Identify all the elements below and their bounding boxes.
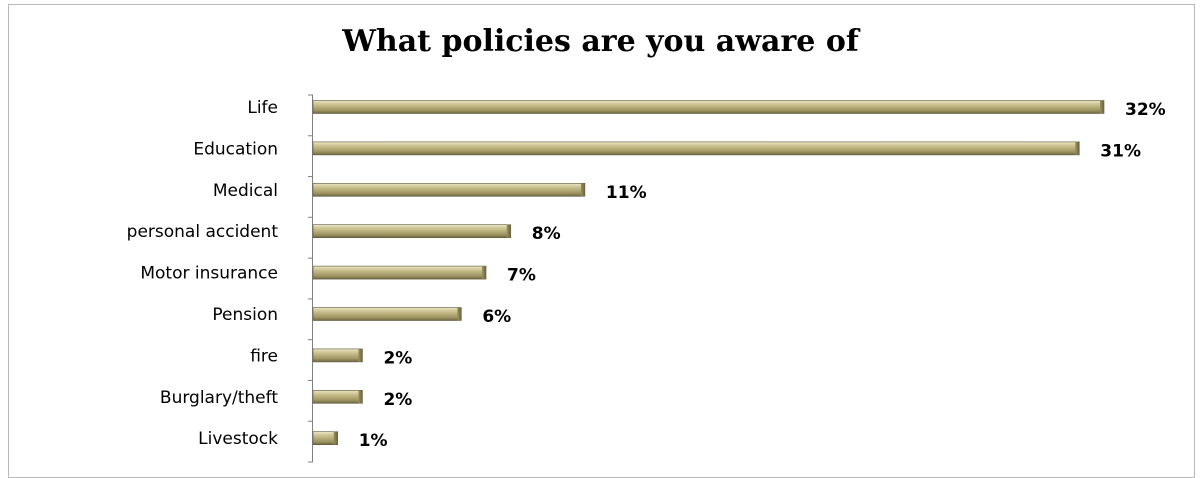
value-label: 2% xyxy=(383,390,412,410)
bar-burglary-theft xyxy=(312,389,363,404)
value-label: 6% xyxy=(482,307,511,327)
category-label: fire xyxy=(250,346,278,366)
category-label: Pension xyxy=(212,305,278,325)
bar-motor-insurance xyxy=(312,265,487,280)
chart-title: What policies are you aware of xyxy=(342,24,859,59)
bar-end-cap xyxy=(358,348,363,362)
value-label: 8% xyxy=(532,224,561,244)
bar-end-cap xyxy=(333,431,338,445)
bar-pension xyxy=(312,307,462,321)
category-label: Motor insurance xyxy=(140,264,278,284)
bar-end-cap xyxy=(580,183,585,197)
bar-end-cap xyxy=(506,224,511,238)
bar-education xyxy=(312,141,1080,156)
value-label: 2% xyxy=(383,348,412,368)
value-label: 32% xyxy=(1125,100,1166,120)
value-label: 11% xyxy=(606,183,647,203)
bar-fire xyxy=(312,348,363,363)
category-label: Livestock xyxy=(198,429,278,449)
bar-end-cap xyxy=(358,390,363,404)
value-label: 7% xyxy=(507,266,536,286)
chart-frame xyxy=(8,4,1195,478)
bar-end-cap xyxy=(482,266,487,280)
bar-end-cap xyxy=(457,307,462,321)
category-label: Life xyxy=(247,98,278,118)
value-label: 31% xyxy=(1100,141,1141,161)
bar-personal-accident xyxy=(312,224,512,238)
category-label: Burglary/theft xyxy=(160,388,278,408)
category-label: personal accident xyxy=(127,222,279,242)
bar-life xyxy=(312,100,1105,114)
bar-end-cap xyxy=(1100,100,1104,114)
category-label: Medical xyxy=(213,181,278,201)
bar-medical xyxy=(312,183,586,197)
value-label: 1% xyxy=(359,431,388,451)
bar-end-cap xyxy=(1075,141,1080,155)
category-label: Education xyxy=(193,139,278,159)
